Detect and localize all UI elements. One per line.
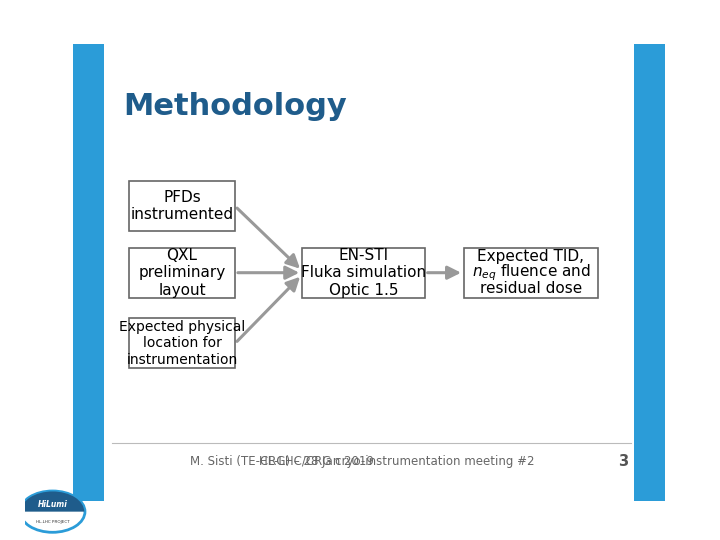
Text: Expected TID,: Expected TID, [477, 249, 585, 265]
Text: residual dose: residual dose [480, 281, 582, 296]
Text: HiLumi: HiLumi [37, 500, 68, 509]
Bar [634, 44, 665, 501]
Circle shape [20, 491, 85, 532]
Bar [129, 248, 235, 298]
Bar [302, 248, 425, 298]
Text: Methodology: Methodology [124, 92, 347, 121]
Text: 3: 3 [618, 454, 629, 469]
Bar [129, 181, 235, 231]
Text: M. Sisti (TE-CRG) – 28 Jan 2019: M. Sisti (TE-CRG) – 28 Jan 2019 [190, 455, 374, 468]
Text: QXL
preliminary
layout: QXL preliminary layout [138, 248, 225, 298]
Text: HL-LHC PROJECT: HL-LHC PROJECT [36, 519, 69, 524]
Wedge shape [21, 491, 84, 512]
Bar [129, 319, 235, 368]
Text: Expected physical
location for
instrumentation: Expected physical location for instrumen… [119, 320, 246, 367]
Bar [464, 248, 598, 298]
Bar [73, 44, 104, 501]
Text: PFDs
instrumented: PFDs instrumented [130, 190, 233, 222]
Text: $n_{eq}$ fluence and: $n_{eq}$ fluence and [472, 262, 590, 283]
Text: HL-LHC/CRG cryo-instrumentation meeting #2: HL-LHC/CRG cryo-instrumentation meeting … [259, 455, 535, 468]
Text: EN-STI
Fluka simulation
Optic 1.5: EN-STI Fluka simulation Optic 1.5 [301, 248, 426, 298]
